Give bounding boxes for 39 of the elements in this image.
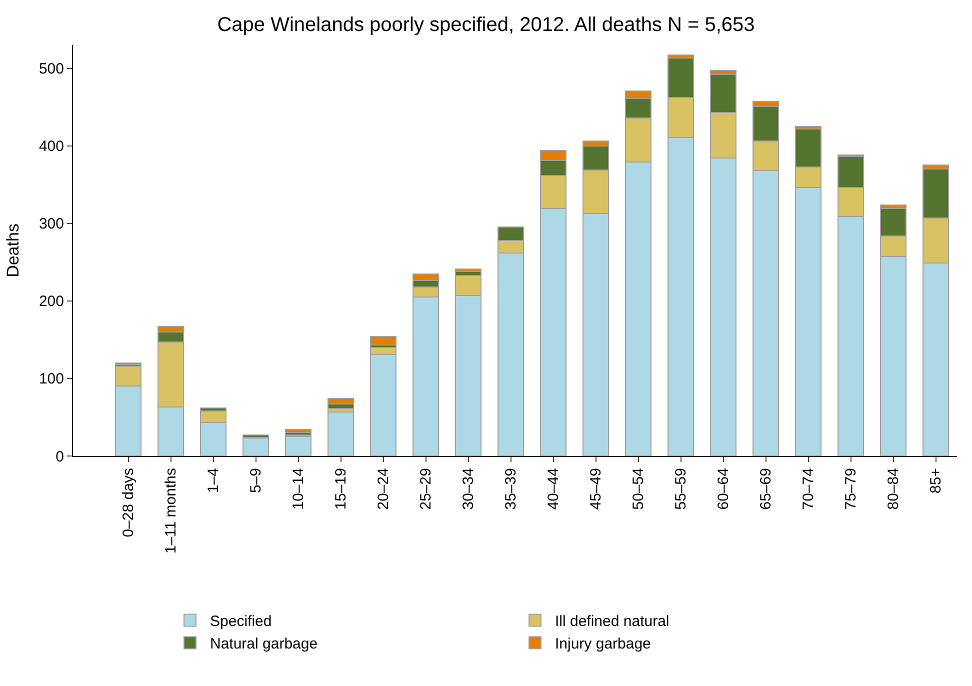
bar bbox=[455, 268, 482, 272]
x-tick-label: 25–29 bbox=[418, 468, 435, 510]
x-tick-label: 70–74 bbox=[800, 468, 818, 510]
x-tick-label: 40–44 bbox=[545, 468, 562, 510]
x-tick-label: 65–69 bbox=[758, 468, 775, 510]
y-axis-title: Deaths bbox=[4, 224, 23, 278]
y-tick-label: 300 bbox=[38, 216, 64, 233]
y-tick-label: 400 bbox=[38, 138, 64, 156]
chart-title: Cape Winelands poorly specified, 2012. All deaths N = 5,653 bbox=[217, 14, 755, 36]
x-tick-label: 20–24 bbox=[375, 468, 392, 510]
x-tick-label: 50–54 bbox=[630, 468, 648, 510]
bar bbox=[285, 436, 312, 456]
x-tick-label: 75–79 bbox=[842, 468, 860, 510]
x-tick-label: 30–34 bbox=[460, 468, 478, 510]
bar bbox=[285, 429, 312, 434]
legend-label: Natural garbage bbox=[210, 636, 318, 653]
legend-label: Specified bbox=[210, 613, 272, 630]
x-tick-label: 85+ bbox=[928, 468, 945, 494]
x-tick-label: 35–39 bbox=[502, 468, 520, 510]
x-tick-label: 80–84 bbox=[885, 468, 902, 510]
bar bbox=[370, 336, 396, 346]
y-tick-label: 500 bbox=[38, 60, 64, 78]
x-tick-label: 5–9 bbox=[248, 468, 265, 494]
y-tick-label: 200 bbox=[38, 293, 64, 310]
y-tick-label: 0 bbox=[56, 448, 64, 466]
bar bbox=[242, 438, 269, 456]
x-tick-label: 1–4 bbox=[205, 468, 222, 494]
x-tick-label: 55–59 bbox=[672, 468, 690, 510]
x-tick-label: 10–14 bbox=[290, 468, 308, 510]
bar bbox=[328, 398, 354, 405]
x-tick-label: 1–11 months bbox=[162, 468, 180, 554]
x-tick-label: 0–28 days bbox=[120, 468, 138, 538]
bar bbox=[328, 411, 354, 456]
x-tick-label: 45–49 bbox=[588, 468, 605, 510]
legend-label: Injury garbage bbox=[555, 636, 651, 653]
y-tick-label: 100 bbox=[38, 370, 64, 388]
legend-label: Ill defined natural bbox=[555, 613, 670, 630]
x-tick-label: 60–64 bbox=[715, 468, 732, 510]
x-tick-label: 15–19 bbox=[332, 468, 350, 510]
